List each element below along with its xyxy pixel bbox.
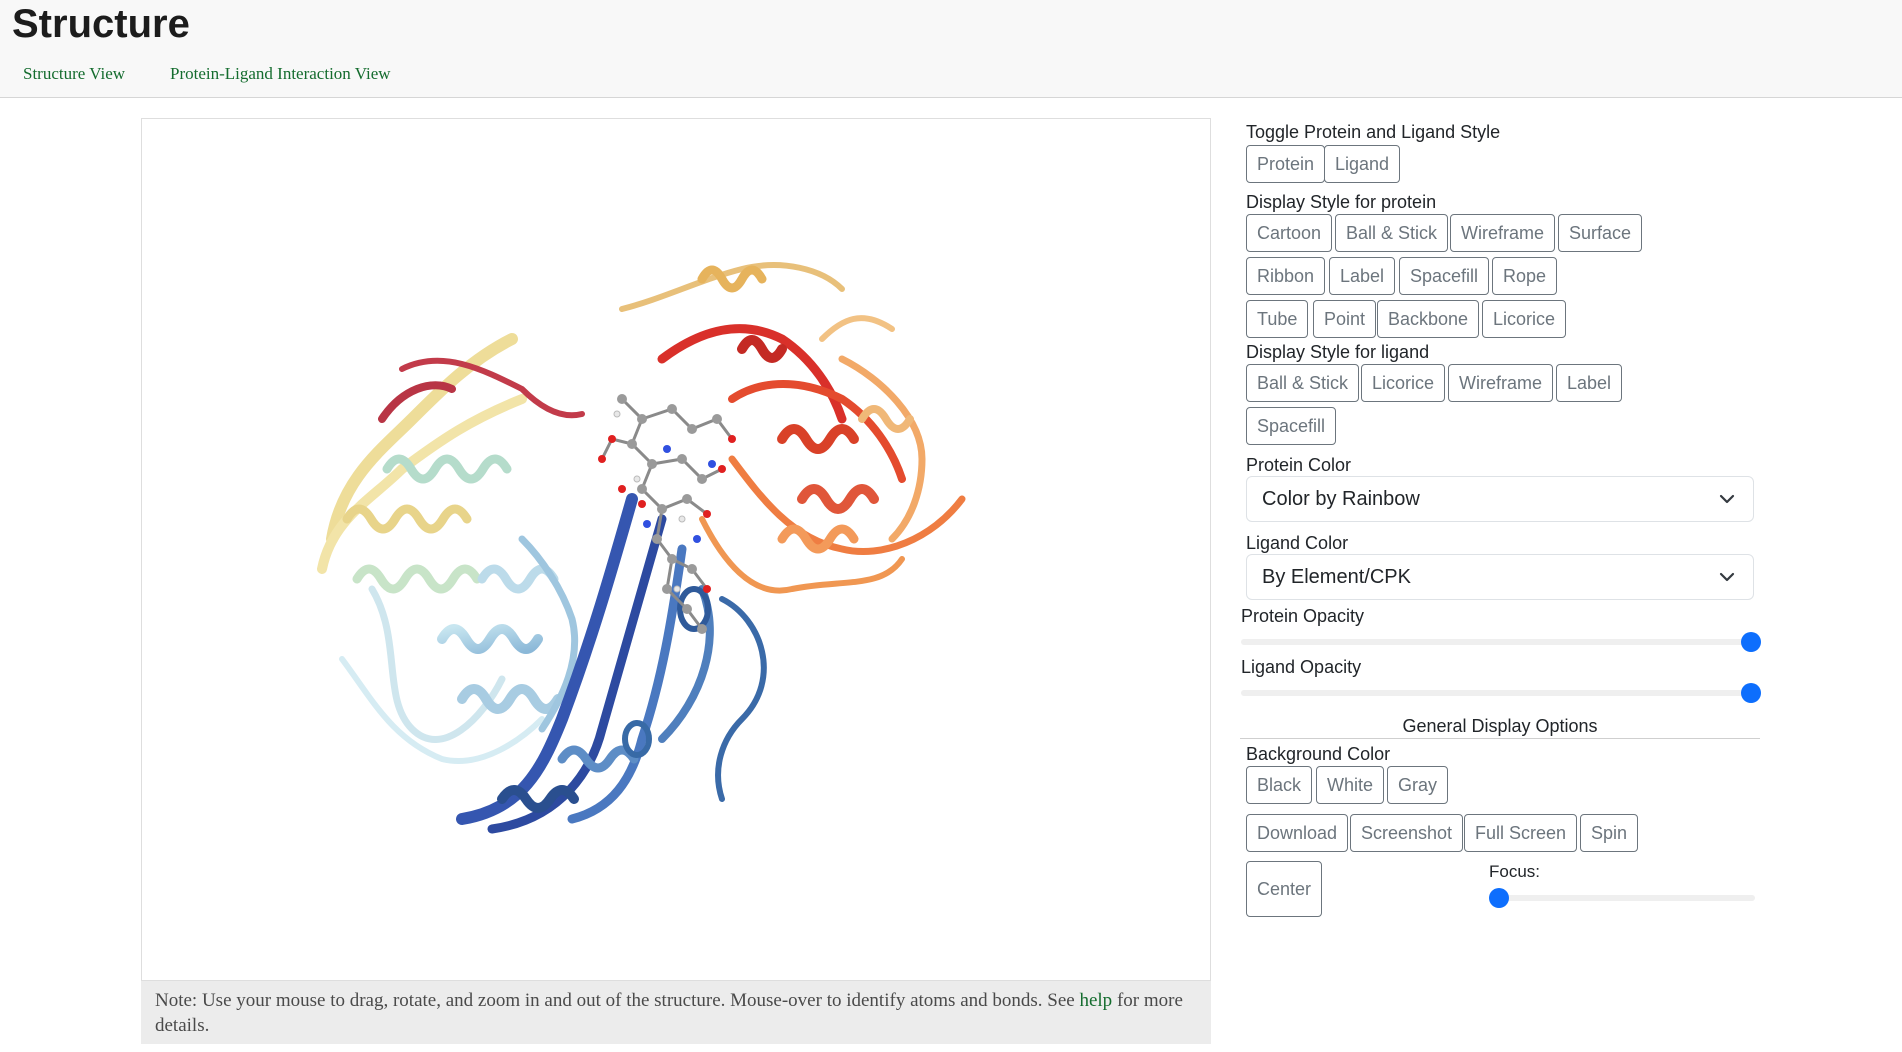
- viewer-note: Note: Use your mouse to drag, rotate, an…: [141, 981, 1211, 1044]
- slider-thumb[interactable]: [1741, 632, 1761, 652]
- ligand-color-value: By Element/CPK: [1262, 566, 1411, 588]
- spin-button[interactable]: Spin: [1580, 814, 1639, 852]
- slider-thumb[interactable]: [1741, 683, 1761, 703]
- ligand-ball-and-stick: [598, 394, 736, 634]
- protein-style-ribbon-button[interactable]: Ribbon: [1246, 257, 1326, 295]
- ligand-opacity-label: Ligand Opacity: [1241, 657, 1362, 677]
- background-black-button[interactable]: Black: [1246, 766, 1313, 804]
- screenshot-button[interactable]: Screenshot: [1350, 814, 1464, 852]
- ligand-style-spacefill-button[interactable]: Spacefill: [1246, 407, 1337, 445]
- protein-style-tube-button[interactable]: Tube: [1246, 300, 1309, 338]
- background-gray-button[interactable]: Gray: [1387, 766, 1449, 804]
- general-options-title: General Display Options: [1402, 716, 1598, 736]
- slider-track: [1489, 895, 1755, 901]
- ligand-style-wireframe-button[interactable]: Wireframe: [1448, 364, 1554, 402]
- ligand-opacity-slider[interactable]: [1241, 682, 1761, 703]
- protein-left-lobe: [317, 333, 585, 764]
- protein-style-rope-button[interactable]: Rope: [1492, 257, 1558, 295]
- protein-style-cartoon-button[interactable]: Cartoon: [1246, 214, 1333, 252]
- full-screen-button[interactable]: Full Screen: [1464, 814, 1578, 852]
- protein-style-ball-stick-button[interactable]: Ball & Stick: [1335, 214, 1449, 252]
- ligand-style-licorice-button[interactable]: Licorice: [1361, 364, 1446, 402]
- protein-structure-render: [317, 262, 966, 834]
- protein-style-label: Display Style for protein: [1246, 192, 1437, 212]
- chevron-down-icon: [1719, 477, 1735, 537]
- focus-label: Focus:: [1489, 862, 1541, 881]
- slider-thumb[interactable]: [1489, 888, 1509, 908]
- protein-style-spacefill-button[interactable]: Spacefill: [1399, 257, 1490, 295]
- download-button[interactable]: Download: [1246, 814, 1349, 852]
- toggle-style-label: Toggle Protein and Ligand Style: [1246, 122, 1501, 142]
- protein-style-label-button[interactable]: Label: [1329, 257, 1396, 295]
- ligand-toggle-button[interactable]: Ligand: [1324, 145, 1401, 183]
- protein-toggle-button[interactable]: Protein: [1246, 145, 1326, 183]
- page-title: Structure: [12, 2, 190, 46]
- note-text: Note: Use your mouse to drag, rotate, an…: [155, 990, 1080, 1011]
- protein-blue-sheet: [456, 493, 767, 834]
- background-color-label: Background Color: [1246, 744, 1391, 764]
- ligand-style-label: Display Style for ligand: [1246, 342, 1430, 362]
- tab-structure-view[interactable]: Structure View: [23, 64, 126, 83]
- chevron-down-icon: [1719, 555, 1735, 615]
- protein-style-surface-button[interactable]: Surface: [1558, 214, 1643, 252]
- header: Structure Structure View Protein-Ligand …: [0, 0, 1902, 98]
- slider-track: [1241, 690, 1761, 696]
- ligand-style-ball-stick-button[interactable]: Ball & Stick: [1246, 364, 1360, 402]
- protein-style-licorice-button[interactable]: Licorice: [1482, 300, 1567, 338]
- display-options-panel: Toggle Protein and Ligand Style Protein …: [1240, 118, 1761, 918]
- structure-viewer-canvas[interactable]: [141, 118, 1211, 981]
- ligand-color-label: Ligand Color: [1246, 533, 1349, 553]
- focus-slider[interactable]: [1489, 887, 1755, 908]
- protein-opacity-slider[interactable]: [1241, 631, 1761, 652]
- center-button[interactable]: Center: [1246, 861, 1323, 917]
- protein-opacity-label: Protein Opacity: [1241, 606, 1365, 626]
- tab-protein-ligand-interaction-view[interactable]: Protein-Ligand Interaction View: [170, 64, 391, 83]
- protein-color-select[interactable]: Color by Rainbow: [1246, 476, 1754, 522]
- general-options-divider: [1240, 738, 1760, 739]
- ligand-style-label-button[interactable]: Label: [1556, 364, 1623, 402]
- protein-style-point-button[interactable]: Point: [1313, 300, 1377, 338]
- protein-style-wireframe-button[interactable]: Wireframe: [1450, 214, 1556, 252]
- protein-right-lobe: [619, 262, 966, 594]
- background-white-button[interactable]: White: [1316, 766, 1385, 804]
- help-link[interactable]: help: [1079, 990, 1113, 1011]
- ligand-color-select[interactable]: By Element/CPK: [1246, 554, 1754, 600]
- note-suffix: for more details.: [155, 990, 1183, 1036]
- protein-color-value: Color by Rainbow: [1262, 488, 1420, 510]
- slider-track: [1241, 639, 1761, 645]
- protein-style-backbone-button[interactable]: Backbone: [1377, 300, 1480, 338]
- protein-color-label: Protein Color: [1246, 455, 1352, 475]
